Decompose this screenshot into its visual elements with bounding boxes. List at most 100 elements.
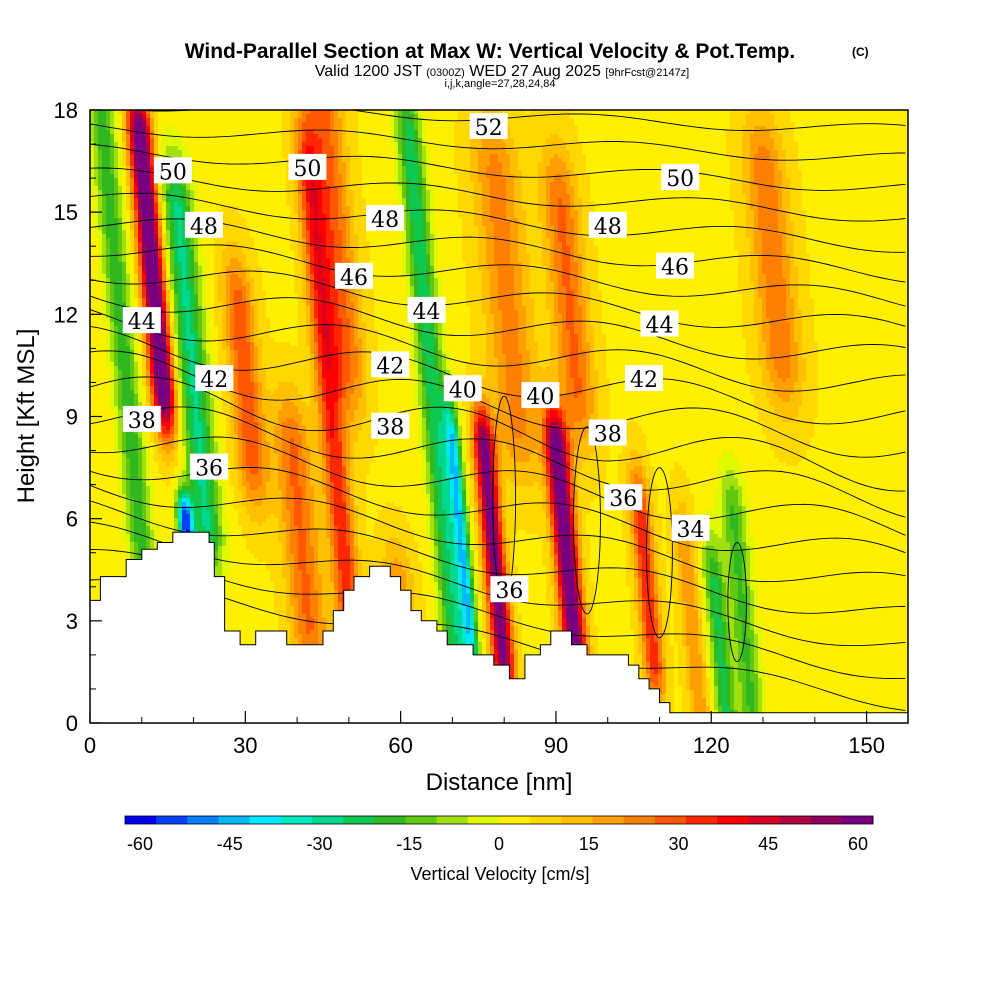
colorbar-swatch [156, 816, 188, 824]
colorbar-swatch [841, 816, 874, 824]
contour-label-text: 42 [376, 354, 404, 379]
x-tick-label: 90 [544, 733, 568, 758]
forecast-info: [9hrFcst@2147z] [605, 67, 689, 79]
isentrope-line [90, 143, 906, 191]
contour-label: 44 [407, 296, 446, 325]
isentrope-line [90, 218, 906, 283]
valid-time: Valid 1200 JST [315, 63, 423, 80]
isentrope-line [90, 244, 906, 307]
y-tick-label: 15 [54, 200, 78, 225]
isentrope-line [90, 549, 906, 680]
contour-label: 36 [490, 576, 529, 604]
colorbar: -60 -45 -30 -15 0 15 30 45 60 [124, 815, 874, 854]
colorbar-swatch [530, 816, 562, 824]
contour-label: 46 [335, 262, 374, 291]
colorbar-swatch [343, 816, 375, 824]
colorbar-swatch [779, 816, 811, 824]
contour-label-text: 38 [128, 409, 156, 434]
isentrope-line [90, 123, 906, 161]
terrain [90, 531, 908, 723]
colorbar-swatch [280, 816, 313, 824]
x-tick-label: 60 [388, 733, 412, 758]
contour-label-text: 46 [340, 266, 368, 291]
contour-labels: 50 50 52 50 48 48 48 46 46 44 44 44 42 42 42 40 40 38 38 38… [122, 113, 710, 604]
colorbar-tick-label: 45 [758, 834, 778, 854]
isentrope-line [90, 500, 906, 614]
colorbar-tick-label: -45 [217, 834, 243, 854]
contour-label-text: 36 [495, 579, 523, 604]
y-tick-label: 6 [66, 507, 78, 532]
colorbar-swatch [249, 816, 282, 824]
grid-indices: i,j,k,angle=27,28,24,84 [444, 78, 555, 90]
contour-label: 38 [371, 412, 410, 441]
colorbar-swatch [654, 816, 687, 824]
isentrope-line [727, 542, 747, 663]
y-tick-label: 9 [66, 405, 78, 430]
colorbar-swatch [218, 816, 250, 824]
y-tick-label: 18 [54, 98, 78, 123]
contour-label-text: 44 [128, 310, 156, 335]
contour-label-text: 52 [475, 116, 503, 141]
isentrope-line [646, 467, 673, 639]
isentrope-line [90, 295, 906, 360]
x-tick-label: 120 [693, 733, 730, 758]
colorbar-swatch [623, 816, 656, 824]
colorbar-swatch [312, 816, 344, 824]
contour-label: 36 [190, 453, 229, 482]
contour-label: 48 [588, 211, 627, 240]
y-axis-label: Height [Kft MSL] [13, 329, 40, 504]
valid-utc: (0300Z) [426, 67, 465, 79]
isentrope-line [90, 436, 906, 536]
y-tick-label: 12 [54, 302, 78, 327]
contour-label: 48 [366, 204, 405, 233]
contour-label: 42 [195, 365, 234, 393]
colorbar-tick-label: -60 [127, 834, 153, 854]
colorbar-tick-label: 60 [848, 834, 868, 854]
contour-label-text: 44 [645, 314, 673, 339]
y-tick-label: 0 [66, 711, 78, 736]
contour-label: 50 [288, 153, 327, 182]
isentrope-line [408, 93, 905, 101]
contour-label-text: 46 [661, 256, 689, 281]
x-tick-label: 150 [848, 733, 885, 758]
colorbar-swatch [499, 816, 531, 824]
contour-label: 42 [371, 351, 410, 379]
contour-label: 50 [153, 157, 192, 185]
contour-label: 34 [671, 514, 710, 543]
contour-label-text: 50 [159, 160, 187, 185]
contour-label-text: 36 [609, 487, 637, 512]
contour-label-text: 38 [376, 416, 404, 441]
colorbar-swatch [592, 816, 624, 824]
y-tick-label: 3 [66, 609, 78, 634]
valid-date: WED 27 Aug 2025 [469, 63, 601, 80]
contour-label-text: 36 [195, 457, 223, 482]
colorbar-swatch [374, 816, 406, 824]
contour-label: 44 [640, 310, 679, 339]
contour-label: 46 [656, 252, 695, 281]
colorbar-swatch [748, 816, 780, 824]
contour-label-text: 38 [594, 423, 622, 448]
isentrope-line [90, 167, 906, 222]
contour-label: 48 [184, 211, 223, 240]
x-axis-label: Distance [nm] [426, 769, 573, 796]
colorbar-swatch [125, 816, 157, 824]
x-tick-label: 30 [233, 733, 257, 758]
contour-label: 42 [624, 365, 663, 393]
plot-area [90, 93, 908, 723]
colorbar-swatch [686, 816, 718, 824]
isentrope-line [90, 270, 906, 328]
chart-title: Wind-Parallel Section at Max W: Vertical… [185, 40, 796, 63]
x-tick-label: 0 [84, 733, 96, 758]
colorbar-label: Vertical Velocity [cm/s] [410, 864, 589, 884]
contour-label: 40 [521, 382, 560, 410]
colorbar-tick-label: 0 [494, 834, 504, 854]
isentrope-line [90, 309, 906, 392]
contour-label-text: 44 [413, 300, 441, 325]
isentrope-line [90, 192, 906, 253]
contour-label-text: 42 [200, 368, 228, 393]
isentrope-line [90, 406, 906, 518]
contour-label-text: 40 [449, 378, 477, 403]
isentrope-line [90, 578, 906, 711]
